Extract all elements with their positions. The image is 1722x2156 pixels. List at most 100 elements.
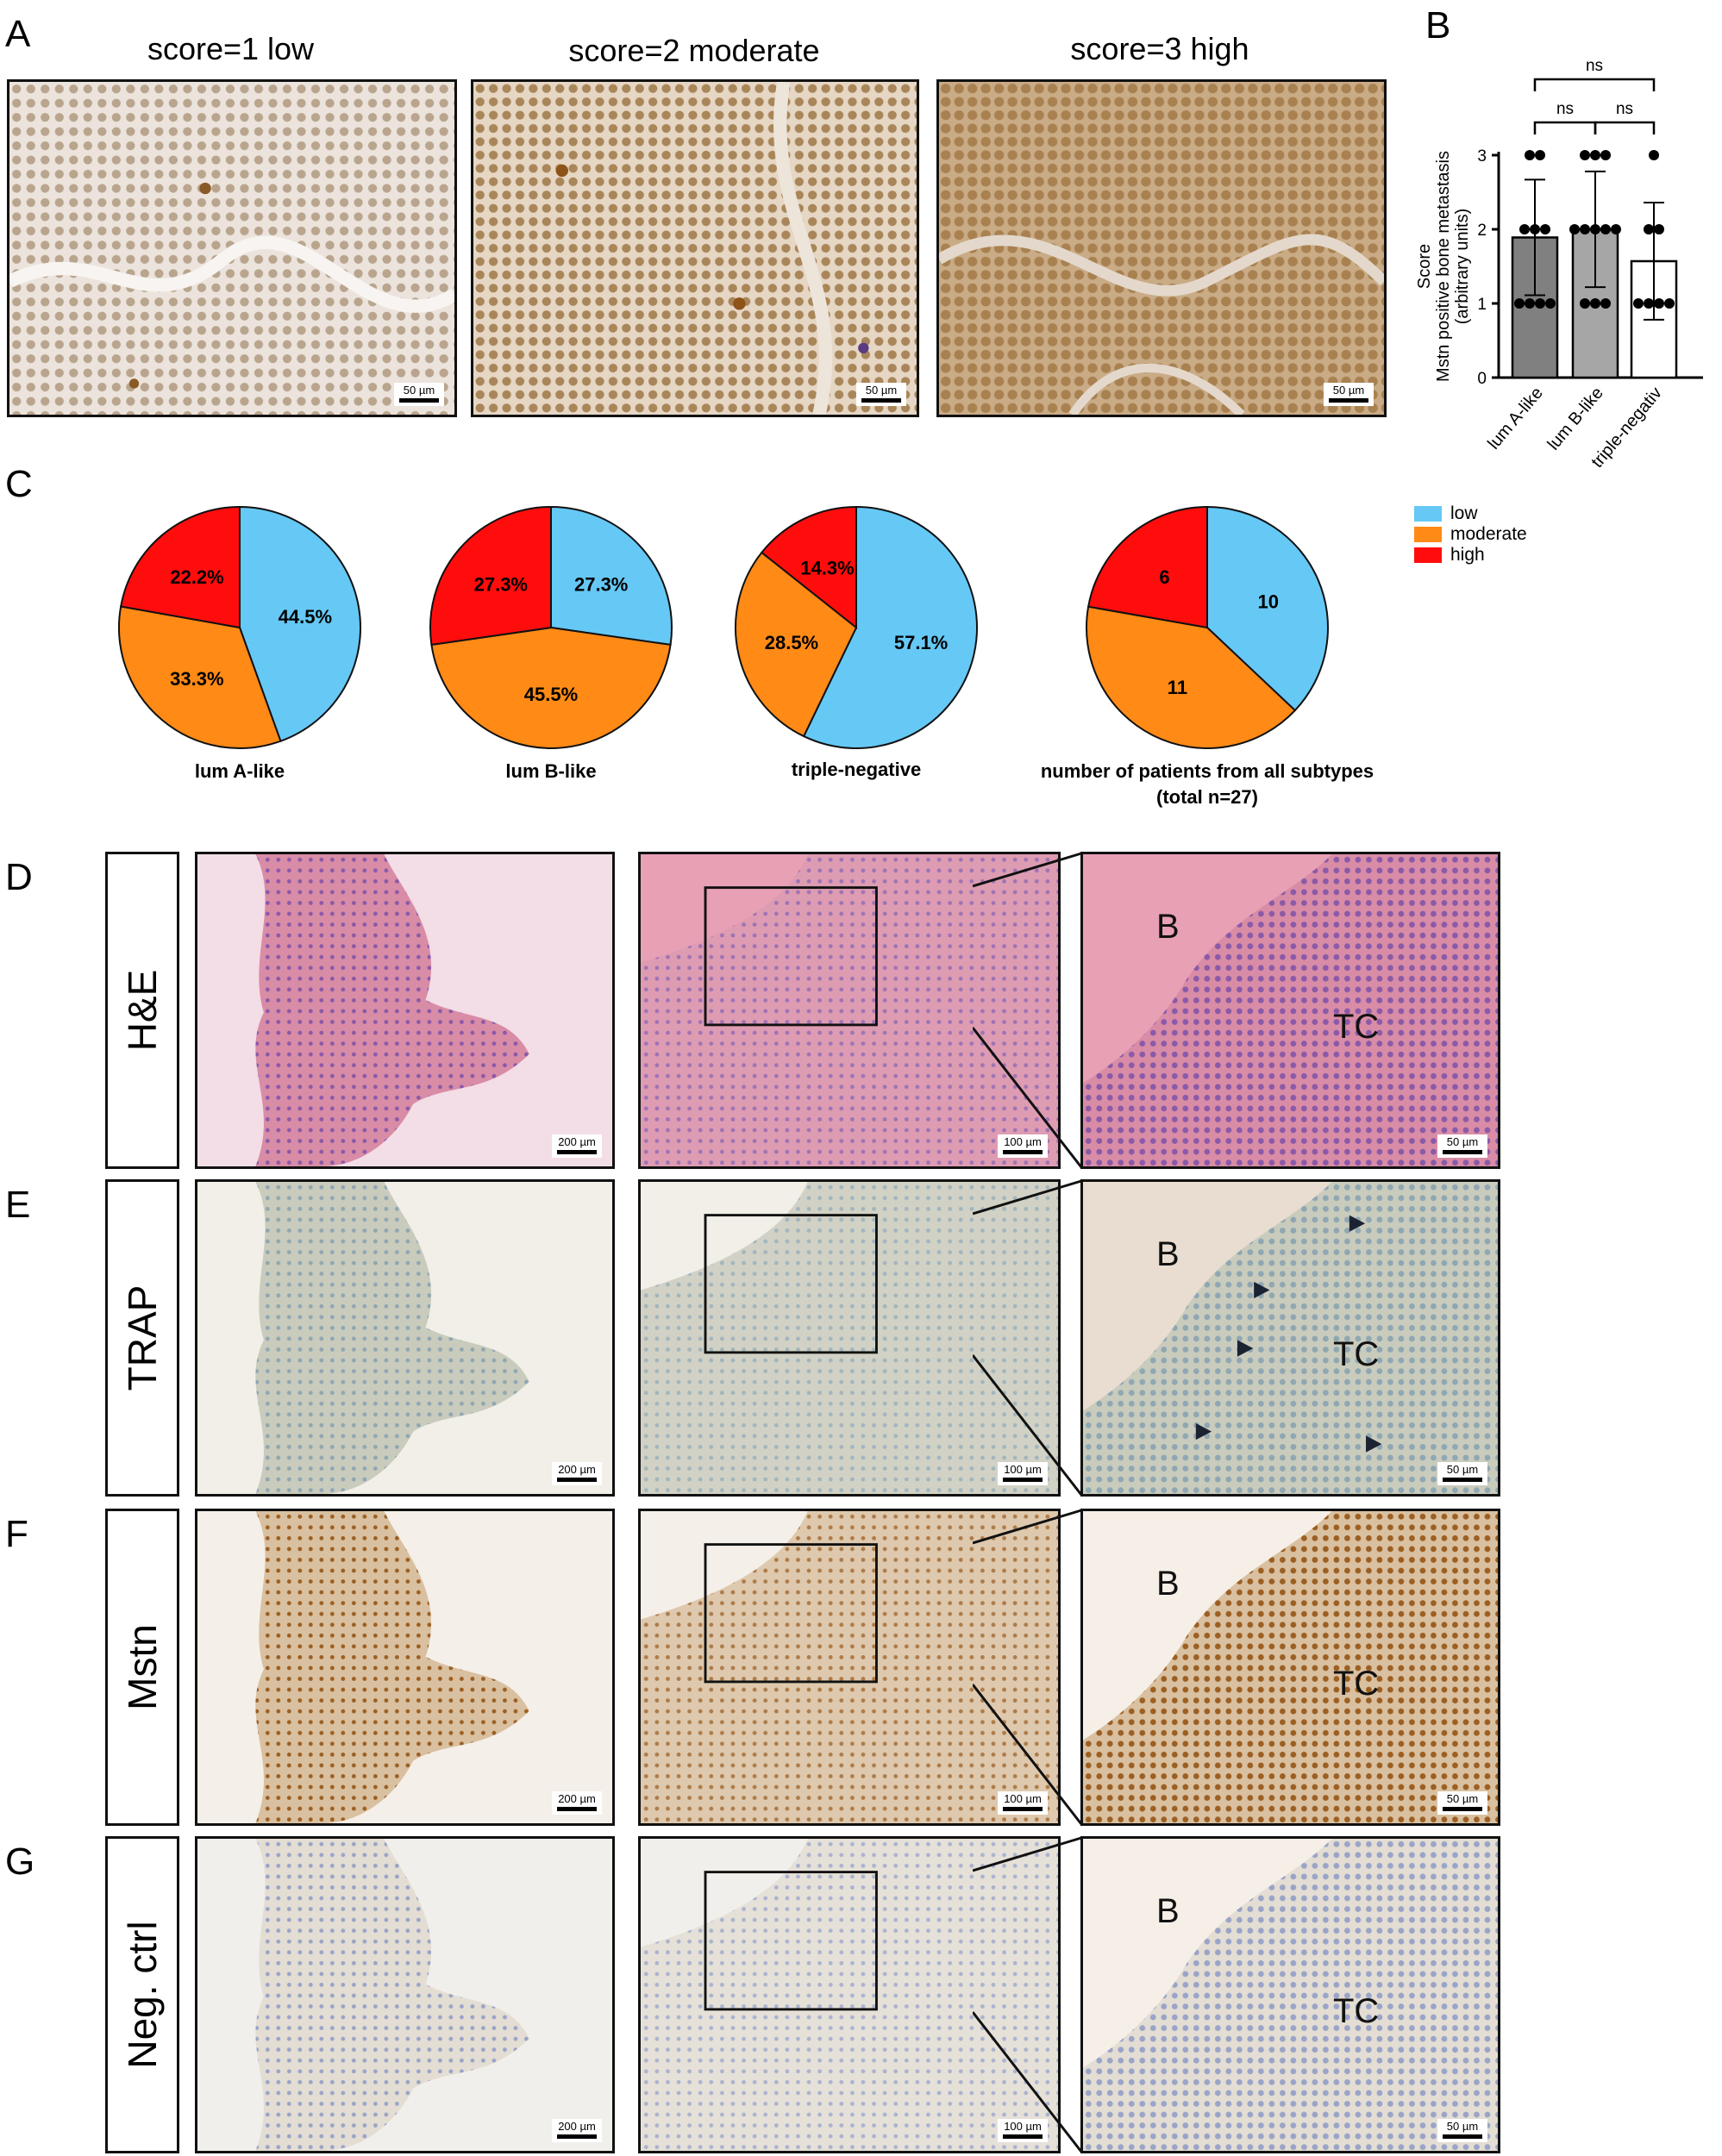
image-title-moderate: score=2 moderate: [568, 33, 820, 68]
zoom-connector: [973, 1179, 1083, 1496]
pie-slice-moderate: [735, 551, 858, 738]
scale-bar: 50 µm: [1437, 1461, 1487, 1485]
pie-slice-high: [1086, 505, 1208, 629]
legend-label: moderate: [1450, 524, 1527, 544]
panel-letter-c: C: [5, 463, 33, 505]
scale-bar: 200 µm: [552, 1134, 602, 1158]
pie-slice-label: 33.3%: [170, 668, 223, 690]
data-point: [1545, 298, 1556, 309]
data-point: [1525, 298, 1535, 309]
pie-slice-low: [1206, 505, 1329, 712]
pie-chart-lum-a: 44.5% 33.3% 22.2%: [118, 505, 361, 749]
legend-swatch: [1414, 527, 1442, 542]
tumor-cell-label: TC: [1333, 1335, 1380, 1373]
pie-slice-low: [239, 505, 361, 743]
pie-slice-label: 6: [1159, 566, 1169, 588]
data-point: [1535, 298, 1545, 309]
micrograph-g-overview: 200 µm: [195, 1836, 615, 2153]
stain-label-box: Mstn: [105, 1509, 179, 1826]
stain-label: TRAP: [120, 1284, 165, 1391]
data-point: [1514, 298, 1525, 309]
data-point: [1649, 150, 1659, 160]
pie-caption-triple-negative: triple-negative: [791, 759, 922, 780]
data-point: [1519, 224, 1530, 234]
micrograph-f-high-zoom: 50 µm B TC: [1080, 1509, 1500, 1826]
pie-slice-label: 28.5%: [765, 632, 818, 653]
pie-slice-high: [120, 505, 241, 629]
bone-label: B: [1156, 1235, 1180, 1273]
scale-bar: 50 µm: [394, 382, 444, 406]
stain-label: Neg. ctrl: [120, 1921, 165, 2069]
scale-bar: 100 µm: [998, 1461, 1048, 1485]
tumor-cell-label: TC: [1333, 1665, 1380, 1703]
pie-slice-moderate: [1086, 605, 1297, 749]
scale-bar: 200 µm: [552, 1461, 602, 1485]
data-point: [1525, 150, 1535, 160]
micrograph-e-high-zoom: 50 µm B TC: [1080, 1179, 1500, 1497]
micrograph-f-overview: 200 µm: [195, 1509, 615, 1826]
pie-slice-label: 45.5%: [524, 684, 578, 705]
image-title-low: score=1 low: [147, 31, 315, 66]
micrograph-e-overview: 200 µm: [195, 1179, 615, 1497]
pie-slice-low: [802, 505, 978, 749]
stain-label-box: H&E: [105, 852, 179, 1169]
pie-caption-lum-a: lum A-like: [194, 760, 285, 782]
data-point: [1590, 150, 1600, 160]
pie-slice-moderate: [118, 605, 282, 749]
x-tick-label: lum B-like: [1544, 384, 1607, 453]
micrograph-f-medium-zoom: 100 µm: [638, 1509, 1061, 1826]
tumor-cell-label: TC: [1333, 1008, 1380, 1046]
legend-item-low: low: [1414, 503, 1527, 524]
data-point: [1600, 150, 1611, 160]
scale-bar: 100 µm: [998, 1790, 1048, 1815]
micrograph-d-medium-zoom: 100 µm: [638, 852, 1061, 1169]
pie-slice-high: [760, 505, 857, 630]
y-axis-label: Mstn positive bone metastasis: [1434, 151, 1453, 382]
zoom-connector: [973, 852, 1083, 1168]
stain-label: H&E: [120, 969, 165, 1052]
stain-label-box: Neg. ctrl: [105, 1836, 179, 2153]
pie-slice-high: [429, 505, 552, 647]
data-point: [1535, 150, 1545, 160]
tumor-cell-label: TC: [1333, 1992, 1380, 2030]
pie-slice-label: 22.2%: [170, 566, 223, 588]
legend-item-high: high: [1414, 545, 1527, 566]
data-point: [1600, 224, 1611, 234]
significance-bracket: [1594, 121, 1656, 134]
micrograph-score-high: 50 µm: [936, 79, 1387, 417]
panel-letter-d: D: [5, 856, 33, 898]
data-point: [1654, 298, 1664, 309]
data-point: [1633, 298, 1644, 309]
micrograph-d-overview: 200 µm: [195, 852, 615, 1169]
significance-bracket: [1533, 78, 1656, 91]
zoom-connector: [973, 1836, 1083, 2153]
image-title-high: score=3 high: [1070, 31, 1249, 66]
stain-label: Mstn: [120, 1624, 165, 1710]
panel-letter-e: E: [5, 1184, 31, 1226]
pie-chart-all-subtypes: 10 11 6: [1086, 505, 1329, 749]
pie-slice-label: 14.3%: [800, 558, 854, 579]
significance-label: ns: [1556, 100, 1574, 118]
scale-bar: 200 µm: [552, 2118, 602, 2142]
x-tick-label: lum A-like: [1484, 384, 1547, 453]
data-point: [1590, 298, 1600, 309]
panel-letter-g: G: [5, 1840, 35, 1883]
micrograph-e-medium-zoom: 100 µm: [638, 1179, 1061, 1497]
score-bar-chart: Score Mstn positive bone metastasis (arbit…: [1415, 57, 1703, 472]
legend-item-moderate: moderate: [1414, 524, 1527, 545]
pie-chart-lum-b: 27.3% 45.5% 27.3%: [429, 505, 673, 749]
bone-label: B: [1156, 1892, 1180, 1930]
data-point: [1644, 224, 1654, 234]
scale-bar: 50 µm: [1437, 1790, 1487, 1815]
y-tick-label: 2: [1477, 222, 1487, 240]
panel-letter-b: B: [1425, 4, 1451, 47]
data-point: [1644, 298, 1654, 309]
micrograph-g-high-zoom: 50 µm B TC: [1080, 1836, 1500, 2153]
data-point: [1580, 150, 1590, 160]
micrograph-score-low: 50 µm: [7, 79, 457, 417]
data-point: [1580, 224, 1590, 234]
scale-bar: 50 µm: [1437, 2118, 1487, 2142]
data-point: [1530, 224, 1540, 234]
stain-label-box: TRAP: [105, 1179, 179, 1497]
data-point: [1600, 298, 1611, 309]
